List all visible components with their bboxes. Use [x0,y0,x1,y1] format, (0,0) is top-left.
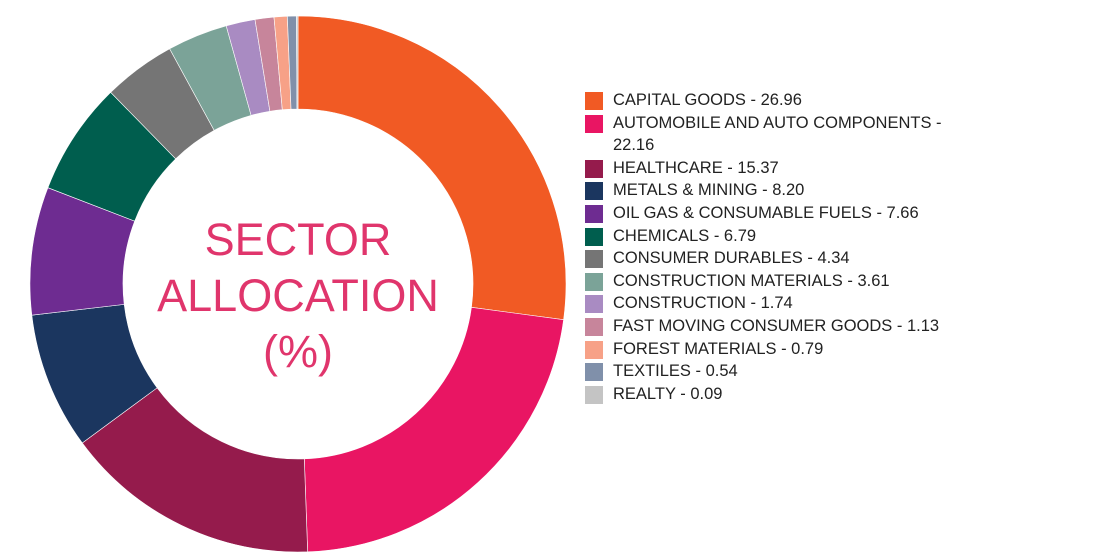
legend-label: FOREST MATERIALS - 0.79 [613,339,824,358]
legend-swatch [585,159,603,178]
legend-label: FAST MOVING CONSUMER GOODS - 1.13 [613,316,940,335]
legend-swatch [585,340,603,359]
legend-label: OIL GAS & CONSUMABLE FUELS - 7.66 [613,203,919,222]
legend-item: CONSUMER DURABLES - 4.34 [585,247,985,270]
legend-swatch [585,385,603,404]
legend-swatch [585,250,603,269]
legend-label: TEXTILES - 0.54 [613,362,738,381]
legend-item: OIL GAS & CONSUMABLE FUELS - 7.66 [585,202,985,225]
chart-title-line-1: SECTOR [204,214,392,265]
legend-item: CONSTRUCTION - 1.74 [585,292,985,315]
legend-item: CONSTRUCTION MATERIALS - 3.61 [585,270,985,293]
donut-chart [29,15,567,553]
legend-item: TEXTILES - 0.54 [585,360,985,383]
legend-label: CONSTRUCTION MATERIALS - 3.61 [613,271,890,290]
legend-label: REALTY - 0.09 [613,384,723,403]
legend-item: CAPITAL GOODS - 26.96 [585,89,985,112]
legend-item: CHEMICALS - 6.79 [585,225,985,248]
legend-item: HEALTHCARE - 15.37 [585,157,985,180]
legend-label: CHEMICALS - 6.79 [613,226,757,245]
donut-slice-capital-goods [297,15,567,321]
legend-label: AUTOMOBILE AND AUTO COMPONENTS - 22.16 [613,113,942,155]
chart-title-line-2: ALLOCATION [157,270,439,321]
legend-item: METALS & MINING - 8.20 [585,179,985,202]
legend-swatch [585,204,603,223]
donut-slice-realty [296,15,299,110]
legend-item: FOREST MATERIALS - 0.79 [585,338,985,361]
legend-label: CONSTRUCTION - 1.74 [613,294,793,313]
legend-swatch [585,272,603,291]
legend-item: AUTOMOBILE AND AUTO COMPONENTS - 22.16 [585,112,985,157]
chart-title-line-3: (%) [263,326,333,377]
legend-swatch [585,295,603,314]
chart-title: SECTOR ALLOCATION (%) [148,212,448,380]
legend-label: CAPITAL GOODS - 26.96 [613,91,802,109]
legend-item: FAST MOVING CONSUMER GOODS - 1.13 [585,315,985,338]
legend-swatch [585,363,603,382]
legend-swatch [585,114,603,133]
legend-swatch [585,317,603,336]
legend: CAPITAL GOODS - 26.96 AUTOMOBILE AND AUTO… [585,89,985,405]
legend-label: CONSUMER DURABLES - 4.34 [613,249,850,268]
legend-label: HEALTHCARE - 15.37 [613,158,779,177]
legend-label: METALS & MINING - 8.20 [613,181,805,200]
legend-swatch [585,182,603,201]
legend-swatch [585,92,603,110]
donut-slice-automobile-and-auto-components [303,306,564,553]
legend-swatch [585,227,603,246]
legend-item: REALTY - 0.09 [585,383,985,406]
